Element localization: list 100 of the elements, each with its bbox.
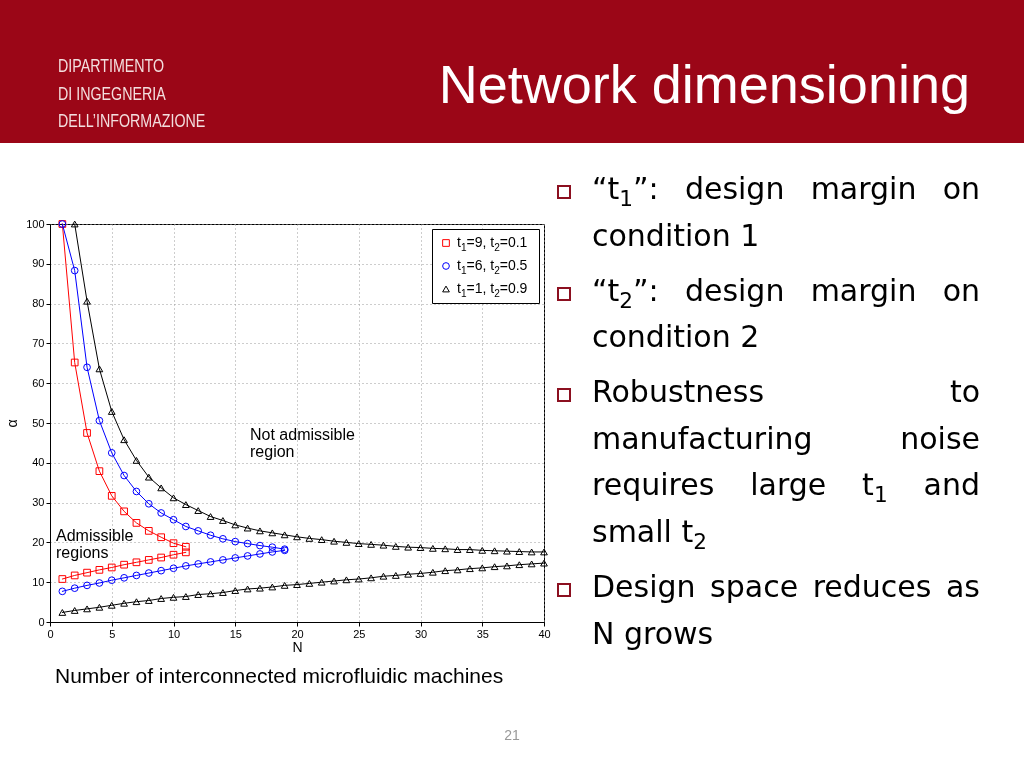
point <box>144 499 153 508</box>
point <box>120 560 128 569</box>
point <box>107 576 116 585</box>
x-tick-label: 5 <box>109 627 116 640</box>
x-tick-label: 20 <box>291 627 304 640</box>
x-tick-label: 15 <box>229 627 242 640</box>
point <box>169 515 178 524</box>
point <box>182 562 190 570</box>
point <box>527 560 536 568</box>
point <box>83 568 91 577</box>
point <box>83 363 91 372</box>
legend-label: t$_{1}$=1, t$_{2}$=0.9 <box>457 280 528 300</box>
point <box>305 535 314 542</box>
point <box>95 416 104 425</box>
text: 21 <box>503 727 521 743</box>
point <box>120 599 128 607</box>
point <box>95 579 104 587</box>
point <box>367 574 375 582</box>
legend-label: t$_{1}$=9, t$_{2}$=0.1 <box>457 234 528 254</box>
point <box>243 585 252 593</box>
point <box>169 539 178 548</box>
point <box>490 563 499 571</box>
point <box>503 547 511 555</box>
point <box>466 565 474 573</box>
point <box>404 570 412 578</box>
point <box>107 601 116 609</box>
annotation: Admissible regions <box>56 527 134 561</box>
annotation: Not admissible region <box>250 426 356 460</box>
point <box>219 534 227 543</box>
point <box>478 564 487 572</box>
point <box>132 457 141 464</box>
point <box>231 554 240 562</box>
point <box>182 548 190 557</box>
point <box>243 539 252 548</box>
x-tick-label: 30 <box>414 627 428 640</box>
point <box>58 587 67 596</box>
point <box>157 553 165 562</box>
point <box>243 524 252 532</box>
point <box>83 429 91 437</box>
point <box>182 501 190 508</box>
point <box>58 575 67 583</box>
point <box>441 567 450 575</box>
point <box>144 597 153 604</box>
point <box>70 266 79 275</box>
point <box>120 471 128 480</box>
point <box>169 593 178 601</box>
point <box>144 527 153 535</box>
point <box>132 598 141 606</box>
text: DIPARTIMENTO DI INGEGNERIA DELL’INFORMAZIONE <box>58 54 206 133</box>
point <box>144 569 153 577</box>
text: Robustness to manufacturing noise requires large t$_{1}$ and small t$_{2}$ <box>592 374 980 554</box>
point <box>219 517 227 524</box>
point <box>429 568 437 576</box>
point <box>182 522 190 531</box>
point <box>107 408 116 415</box>
point <box>503 562 511 570</box>
y-tick-label: 90 <box>32 257 45 270</box>
point <box>293 581 301 588</box>
point <box>157 595 165 602</box>
text: Number of interconnected microfluidic machines <box>55 664 504 688</box>
point <box>268 543 277 552</box>
point <box>95 467 104 476</box>
point <box>466 546 474 553</box>
point <box>354 540 363 547</box>
legend-label: t$_{1}$=6, t$_{2}$=0.5 <box>457 257 528 277</box>
point <box>157 509 165 517</box>
point <box>132 487 141 496</box>
point <box>70 571 79 580</box>
text: “t$_{2}$”: design margin on condition 2 <box>592 272 980 355</box>
point <box>342 538 351 546</box>
point <box>194 591 203 598</box>
point <box>120 507 128 516</box>
point <box>354 575 363 583</box>
point <box>231 521 240 529</box>
y-tick-label: 30 <box>32 496 45 509</box>
point <box>157 533 165 542</box>
point <box>305 579 314 587</box>
point <box>540 559 548 567</box>
x-tick-label: 10 <box>167 627 181 640</box>
point <box>182 593 190 600</box>
y-tick-label: 60 <box>32 376 45 389</box>
point <box>206 531 215 540</box>
y-tick-label: 100 <box>26 217 45 230</box>
point <box>58 609 67 616</box>
point <box>206 558 215 566</box>
point <box>280 581 289 589</box>
point <box>515 548 524 555</box>
point <box>268 529 277 537</box>
x-tick-label: 40 <box>538 627 551 640</box>
text: Design space reduces as N grows <box>592 569 980 651</box>
point <box>182 542 190 551</box>
point <box>144 473 153 481</box>
point <box>342 576 351 584</box>
point <box>391 542 400 550</box>
point <box>206 590 215 598</box>
point <box>120 436 128 444</box>
point <box>144 556 153 564</box>
point <box>453 546 462 553</box>
y-axis-title: α <box>4 419 21 428</box>
point <box>404 543 412 551</box>
